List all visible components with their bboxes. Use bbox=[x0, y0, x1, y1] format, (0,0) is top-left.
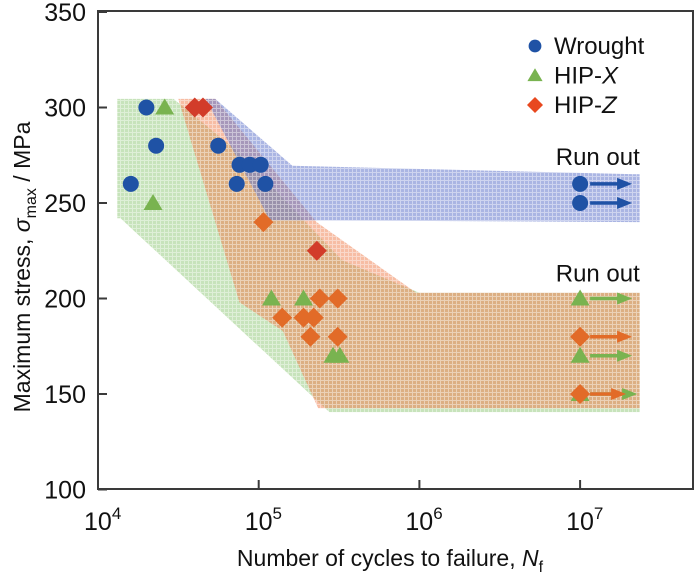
plot-frame bbox=[97, 10, 694, 490]
x-tick-label: 107 bbox=[566, 504, 603, 536]
run-out-arrow bbox=[590, 197, 633, 209]
data-point-hip-z bbox=[253, 212, 274, 233]
run-out-arrow bbox=[590, 349, 633, 362]
run-out-point-hip-x bbox=[570, 346, 590, 363]
x-tick-label: 106 bbox=[405, 504, 442, 536]
data-point-wrought bbox=[228, 175, 245, 192]
hipz-band bbox=[178, 98, 640, 409]
run-out-label: Run out bbox=[556, 261, 640, 288]
data-point-hip-z bbox=[327, 288, 348, 309]
x-axis-title: Number of cycles to failure, Nf bbox=[237, 545, 544, 576]
y-tick-label: 200 bbox=[44, 286, 86, 314]
y-axis-title: Maximum stress, σmax / MPa bbox=[9, 121, 40, 412]
run-out-point-hip-x bbox=[570, 289, 590, 306]
x-tick-label: 104 bbox=[84, 504, 121, 536]
run-out-label: Run out bbox=[556, 144, 640, 171]
data-point-hip-x bbox=[261, 289, 281, 306]
x-tick-label: 105 bbox=[245, 504, 282, 536]
legend-label: HIP-X bbox=[554, 63, 619, 90]
run-out-point-wrought bbox=[572, 175, 589, 192]
y-tick-label: 250 bbox=[44, 190, 86, 218]
legend-marker-triangle bbox=[527, 68, 543, 82]
data-point-hip-z bbox=[303, 307, 324, 328]
run-out-point-wrought bbox=[572, 195, 589, 211]
data-point-hip-z bbox=[300, 326, 321, 347]
y-tick-label: 150 bbox=[44, 381, 86, 409]
legend-label: Wrought bbox=[554, 33, 645, 60]
data-point-hip-z bbox=[192, 97, 213, 118]
data-point-wrought bbox=[138, 99, 155, 116]
run-out-arrow bbox=[590, 388, 627, 400]
run-out-point-hip-z bbox=[570, 384, 591, 404]
data-point-wrought bbox=[252, 156, 269, 173]
run-out-arrow bbox=[590, 177, 633, 190]
legend-label: HIP-Z bbox=[554, 92, 618, 119]
run-out-arrow bbox=[590, 330, 633, 343]
legend-marker-circle bbox=[528, 39, 542, 53]
run-out-point-hip-z bbox=[570, 326, 591, 347]
data-point-wrought bbox=[210, 137, 227, 154]
series-hip-z bbox=[184, 97, 591, 404]
data-point-hip-z bbox=[293, 307, 314, 328]
series-wrought bbox=[122, 99, 589, 211]
data-point-wrought bbox=[257, 175, 274, 192]
wrought-band bbox=[205, 98, 640, 223]
data-point-hip-z bbox=[306, 240, 327, 261]
y-tick-label: 300 bbox=[44, 95, 86, 123]
data-point-hip-x bbox=[330, 346, 350, 363]
data-point-hip-x bbox=[143, 194, 163, 210]
data-point-wrought bbox=[241, 156, 258, 173]
y-tick-label: 350 bbox=[44, 0, 86, 27]
data-point-hip-z bbox=[272, 307, 293, 328]
y-tick-label: 100 bbox=[44, 477, 86, 505]
data-point-wrought bbox=[148, 137, 165, 154]
data-point-hip-z bbox=[327, 326, 348, 347]
run-out-arrow bbox=[590, 292, 633, 305]
data-point-hip-z bbox=[309, 288, 330, 309]
data-point-wrought bbox=[122, 175, 139, 192]
legend-marker-diamond bbox=[527, 97, 543, 113]
data-point-hip-x bbox=[155, 98, 175, 115]
data-point-hip-x bbox=[293, 289, 313, 306]
